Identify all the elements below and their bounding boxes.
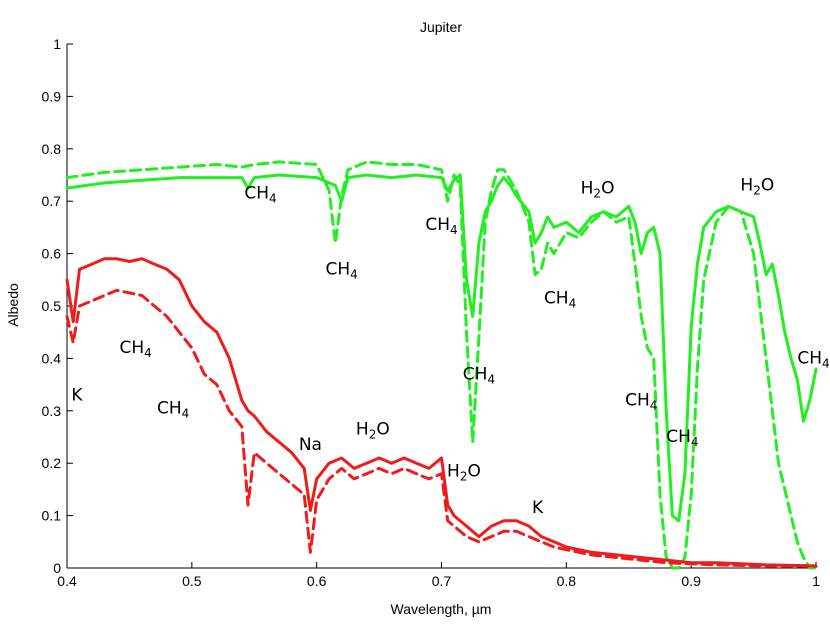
annotation-label: CH4 [463, 364, 495, 386]
annotation-label: K [532, 498, 544, 518]
annotation-label: H2O [740, 176, 774, 198]
y-tick-label: 0.9 [42, 88, 62, 104]
x-tick-label: 0.8 [557, 573, 577, 589]
annotation-label: CH4 [544, 288, 576, 310]
y-tick-label: 0.3 [42, 403, 62, 419]
y-tick-label: 0.2 [42, 455, 62, 471]
series-line [65, 288, 818, 568]
annotation-label: CH4 [666, 427, 698, 449]
y-tick-label: 0.6 [42, 246, 62, 262]
x-tick-label: 0.7 [432, 573, 452, 589]
y-tick-label: 0.8 [42, 141, 62, 157]
x-tick-label: 0.6 [307, 573, 327, 589]
series-line [65, 257, 818, 568]
annotation-label: H2O [356, 419, 390, 441]
annotation-label: CH4 [425, 215, 457, 237]
axes: 0.4 0.5 0.6 0.7 0.8 0.9 1 0 0.1 0.2 0.3 0.4 0.5 0.6 0.… [42, 36, 821, 589]
y-tick-label: 0.1 [42, 508, 62, 524]
chart-title: Jupiter [420, 19, 462, 35]
annotation-label: K [71, 385, 83, 405]
x-axis-label: Wavelength, µm [391, 601, 492, 617]
y-tick-label: 0.7 [42, 193, 62, 209]
x-tick-label: 0.5 [182, 573, 202, 589]
y-axis-label: Albedo [5, 283, 21, 327]
x-tick-label: 1 [812, 573, 820, 589]
x-tick-label: 0.9 [681, 573, 701, 589]
y-tick-label: 1 [53, 36, 61, 52]
y-tick-label: 0 [53, 560, 61, 576]
annotation-label: CH4 [244, 184, 276, 206]
annotation-layer: CH4 CH4 CH4 H2O H2O CH4 CH4 CH4 CH4 CH4 CH4 CH4 K Na H… [71, 176, 829, 518]
x-tick-label: 0.4 [57, 573, 77, 589]
series-layer [65, 160, 818, 570]
y-tick-label: 0.5 [42, 298, 62, 314]
series-line [65, 160, 818, 570]
annotation-label: Na [299, 435, 322, 455]
annotation-label: CH4 [325, 260, 357, 282]
annotation-label: CH4 [797, 349, 829, 371]
annotation-label: H2O [447, 461, 481, 483]
annotation-label: CH4 [157, 398, 189, 420]
annotation-label: H2O [581, 178, 615, 200]
annotation-label: CH4 [120, 338, 152, 360]
annotation-label: CH4 [625, 391, 657, 413]
y-tick-label: 0.4 [42, 350, 62, 366]
